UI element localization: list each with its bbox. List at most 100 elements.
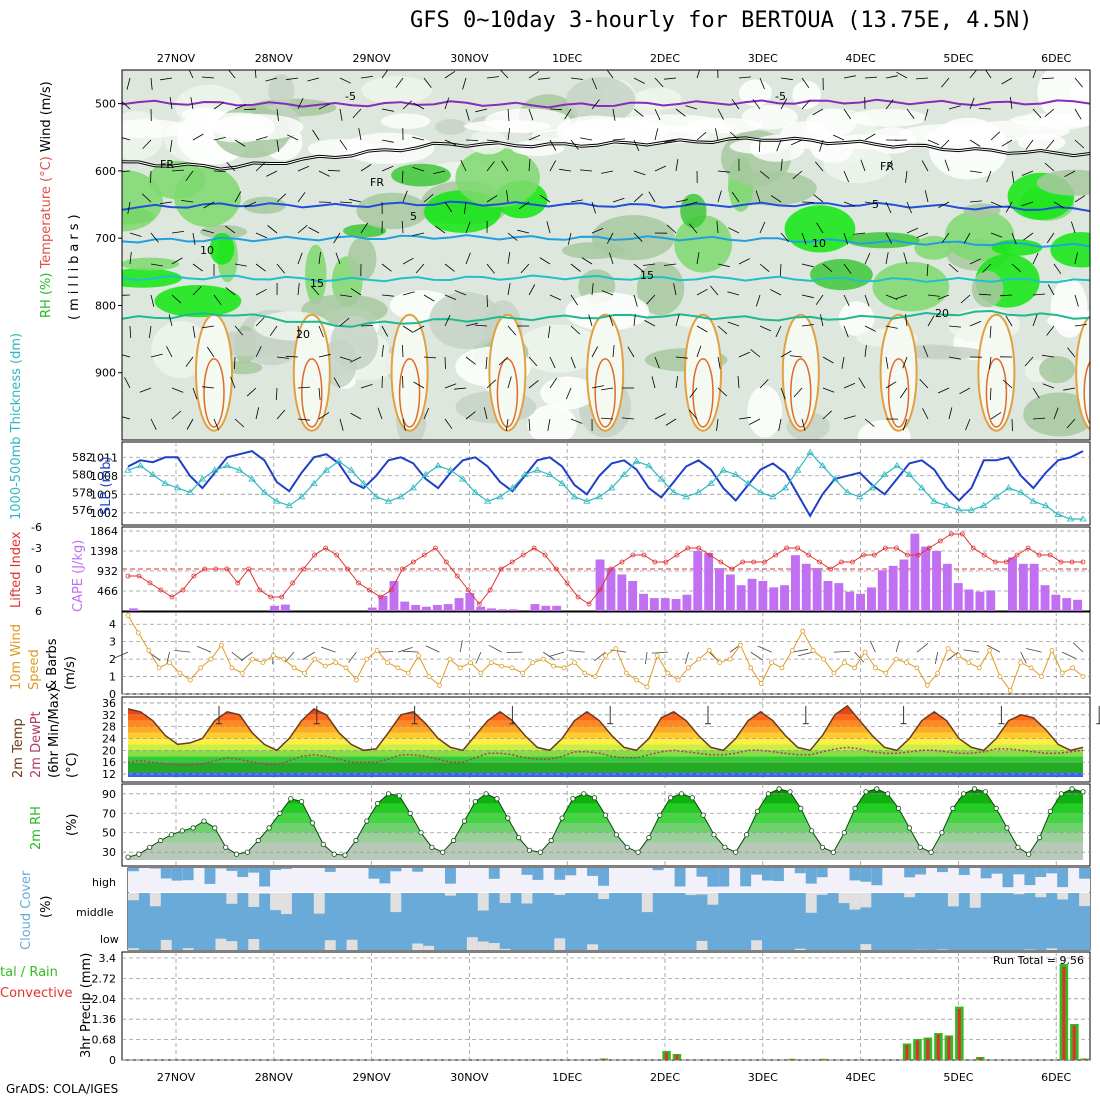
cloud-mid-gap [904, 893, 916, 898]
thickness-point [707, 479, 715, 486]
cloud-mid-gap [1035, 893, 1047, 898]
lifted-index-point [663, 559, 669, 565]
thickness-point [645, 461, 653, 469]
wind-speed-point [468, 660, 474, 665]
cloud-low-gap [499, 948, 511, 950]
lifted-index-point [718, 559, 724, 565]
cloud-mid-gap [281, 893, 292, 915]
lifted-index-point [575, 594, 581, 600]
rh-point [298, 798, 305, 805]
cloud-mid-gap [1057, 893, 1069, 900]
rh-tick: 50 [102, 827, 116, 840]
lifted-index-point [147, 580, 153, 586]
temperature-y-label-part: 2m Temp [11, 718, 26, 778]
rh-point [917, 844, 923, 850]
temperature-line [127, 704, 1084, 752]
lifted-index-point [1058, 559, 1064, 565]
lifted-index-point [1036, 552, 1042, 558]
rh-point [244, 849, 250, 855]
lifted-index-point [509, 559, 515, 565]
cape-bar [671, 599, 681, 611]
rh-point [461, 818, 467, 824]
rh-point [223, 844, 229, 850]
cloud-low-gap [488, 943, 500, 950]
rh-point [158, 837, 164, 844]
wind-barbs [122, 70, 1087, 432]
wind-barb [284, 651, 295, 663]
lifted-index-point [597, 587, 603, 593]
dewpoint-line [127, 746, 1084, 766]
wind-speed-point [374, 648, 380, 653]
cross-section-unit: (millibars) [67, 210, 82, 320]
temperature-y-label: 2m Temp 2m DewPt (6hr Min/Max) (°C) [11, 688, 80, 778]
x-tick-label-top: 4DEC [846, 52, 876, 65]
wind-speed-point [457, 665, 463, 671]
cloud-high-cell [794, 868, 806, 874]
wind-speed-point [436, 682, 442, 688]
cloud-high-cell [1024, 868, 1036, 886]
wind-speed-point [135, 630, 141, 636]
wind-barb [645, 652, 648, 665]
precip-conv-bar [905, 1045, 909, 1060]
thickness-point [632, 457, 641, 464]
wind-speed-point [426, 674, 432, 679]
wind-speed-point [1049, 648, 1055, 653]
cloud-high-cell [849, 868, 861, 881]
rh-point [190, 825, 196, 831]
cloud-high-cell [718, 868, 730, 887]
x-tick-label-bottom: 27NOV [157, 1071, 196, 1084]
cloud-row-middle: middle [76, 906, 114, 919]
cloud-high-cell [598, 868, 609, 886]
cloud-mid-gap [445, 893, 456, 896]
thickness-point [781, 484, 790, 491]
rh-point [418, 830, 424, 836]
y-tick-label: 500 [95, 98, 116, 111]
lifted-index-point [476, 601, 482, 607]
thickness-point [595, 493, 604, 500]
cloud-high-cell [488, 868, 500, 879]
cape-bar [411, 605, 421, 611]
cape-bar [986, 590, 996, 611]
precip-y-label: 3hr Precip (mm) [79, 953, 94, 1058]
thickness-point [1004, 484, 1013, 491]
rh-point [852, 805, 858, 812]
thickness-point [471, 488, 479, 495]
thickness-point [496, 493, 504, 500]
cape-bar [769, 587, 779, 611]
thickness-point [248, 475, 256, 482]
cloud-mid-gap [499, 893, 511, 903]
wind-barb [757, 645, 772, 653]
wind-speed-point [447, 656, 453, 662]
cloud-mid-gap [641, 893, 653, 913]
cloud-mid-gap [838, 893, 850, 904]
thickness-point [1054, 510, 1062, 517]
thickness-point [942, 501, 951, 509]
cloud-mid-gap [226, 893, 238, 904]
wind-speed-point [997, 674, 1003, 679]
lifted-index-point [970, 545, 976, 551]
wind-speed-point [333, 660, 339, 665]
thickness-point [1029, 497, 1038, 504]
wind-speed-point [738, 642, 743, 648]
lifted-index-point [279, 594, 285, 600]
wind-speed-point [229, 665, 235, 671]
thickness-point [310, 479, 318, 486]
cape-bar [378, 596, 388, 611]
wind-barb [750, 651, 763, 661]
x-tick-label-bottom: 4DEC [846, 1071, 876, 1084]
y-tick-label: 800 [95, 299, 116, 312]
thickness-point [918, 484, 926, 491]
lifted-index-point [795, 545, 800, 551]
precip-tick: 0 [109, 1054, 116, 1067]
cape-bar [867, 587, 876, 611]
rh-point [863, 789, 869, 795]
cloud-low-gap [182, 948, 194, 950]
cloud-mid-gap [947, 893, 959, 907]
cloud-high-cell [554, 868, 566, 880]
rh-tick: 70 [102, 807, 116, 820]
thickness-point [930, 497, 938, 504]
rh-point [591, 795, 598, 801]
cloud-high-cell [1046, 868, 1058, 874]
rh-point [179, 828, 185, 834]
thickness-point [694, 488, 703, 495]
